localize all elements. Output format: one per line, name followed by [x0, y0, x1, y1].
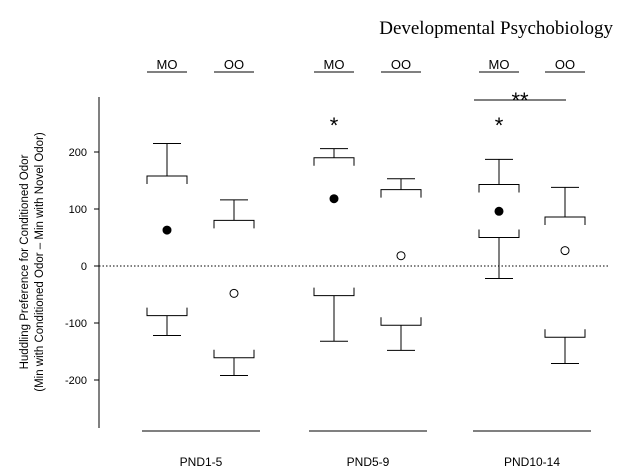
box-bottom — [313, 287, 355, 297]
box-oo: OO — [380, 57, 422, 351]
journal-title: Developmental Psychobiology — [379, 18, 613, 39]
box-label: MO — [157, 57, 178, 72]
y-tick-label: -200 — [65, 375, 87, 387]
box-bottom — [380, 317, 422, 326]
boxes: MO OO PND1-5 MO * OO PND5-9 MO * OO PND10-14 ** — [142, 57, 591, 469]
box-mo: MO * — [478, 57, 520, 280]
box-label: OO — [555, 57, 575, 72]
median-dot-filled — [494, 206, 504, 216]
group-1: MO * OO PND5-9 — [309, 57, 427, 469]
significance-marker: * — [330, 113, 339, 138]
box-mo: MO — [146, 57, 188, 337]
y-tick-label: 100 — [69, 204, 87, 216]
median-dot-open — [396, 251, 406, 261]
box-mo: MO * — [313, 57, 355, 342]
y-tick-label: 0 — [81, 261, 87, 273]
box-label: MO — [324, 57, 345, 72]
box-top — [146, 175, 188, 184]
box-top — [478, 183, 520, 193]
box-label: MO — [489, 57, 510, 72]
group-label: PND1-5 — [180, 455, 223, 469]
significance-marker: * — [495, 113, 504, 138]
y-axis-label: Huddling Preference for Conditioned Odor… — [19, 132, 46, 392]
box-top — [313, 157, 355, 166]
group-2: MO * OO PND10-14 ** — [473, 57, 591, 469]
box-top — [380, 189, 422, 198]
box-top — [544, 216, 586, 225]
box-oo: OO — [544, 57, 586, 364]
box-label: OO — [224, 57, 244, 72]
y-ticks: 200 100 0 -100 -200 — [65, 147, 99, 387]
y-tick-label: 200 — [69, 147, 87, 159]
box-bottom — [478, 229, 520, 238]
box-bottom — [213, 349, 255, 359]
median-dot-filled — [329, 194, 339, 204]
median-dot-open — [229, 288, 239, 298]
box-bottom — [544, 329, 586, 338]
y-axis-label-line1: Huddling Preference for Conditioned Odor — [19, 154, 31, 369]
group-0: MO OO PND1-5 — [142, 57, 260, 469]
group-label: PND5-9 — [347, 455, 390, 469]
median-dot-open — [560, 246, 570, 256]
box-label: OO — [391, 57, 411, 72]
box-top — [213, 219, 255, 229]
median-dot-filled — [162, 225, 172, 235]
y-tick-label: -100 — [65, 318, 87, 330]
y-axis-label-line2: (Min with Conditioned Odor – Min with No… — [34, 132, 46, 392]
group-label: PND10-14 — [504, 455, 560, 469]
box-oo: OO — [213, 57, 255, 376]
comparison-significance: ** — [511, 88, 529, 113]
box-bottom — [146, 307, 188, 317]
